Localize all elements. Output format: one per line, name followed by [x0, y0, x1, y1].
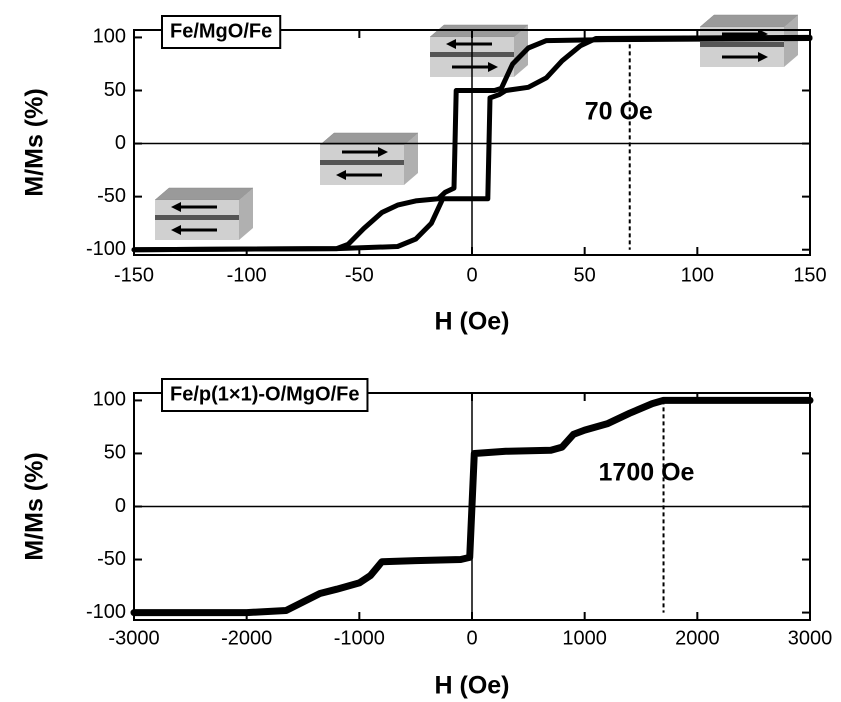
- y-tick-label: 100: [93, 26, 126, 48]
- legend-label: Fe/MgO/Fe: [170, 20, 272, 42]
- y-tick-label: 50: [104, 79, 126, 101]
- y-tick-label: 0: [115, 495, 126, 517]
- x-tick-label: -150: [114, 264, 154, 286]
- y-axis-label: M/Ms (%): [21, 88, 49, 196]
- x-tick-label: 50: [574, 264, 596, 286]
- y-tick-label: -50: [97, 548, 126, 570]
- spin-arrow-head: [446, 39, 456, 49]
- annotation: 70 Oe: [585, 98, 653, 126]
- y-tick-label: -100: [86, 601, 126, 623]
- spin-arrow-head: [336, 170, 346, 180]
- y-tick-label: -50: [97, 185, 126, 207]
- x-tick-label: 1000: [562, 627, 607, 649]
- layer-barrier: [320, 160, 404, 165]
- x-tick-label: 0: [466, 264, 477, 286]
- y-tick-label: 50: [104, 442, 126, 464]
- layer-side: [404, 133, 418, 185]
- annotation: 1700 Oe: [599, 459, 695, 487]
- data-line: [131, 36, 813, 253]
- spin-arrow-head: [171, 202, 181, 212]
- layer-top: [154, 187, 254, 201]
- x-tick-label: -3000: [108, 627, 159, 649]
- x-axis-label: H (Oe): [435, 308, 510, 336]
- legend-box: [161, 15, 282, 49]
- spin-arrow-head: [758, 52, 768, 62]
- layer-barrier: [700, 42, 784, 47]
- spin-arrow-head: [171, 225, 181, 235]
- x-tick-label: -2000: [221, 627, 272, 649]
- y-tick-label: -100: [86, 238, 126, 260]
- legend-label: Fe/p(1×1)-O/MgO/Fe: [170, 383, 359, 405]
- x-tick-label: 150: [793, 264, 826, 286]
- spin-arrow-head: [488, 62, 498, 72]
- data-line: [130, 396, 814, 617]
- x-tick-label: -100: [227, 264, 267, 286]
- x-tick-label: 0: [466, 627, 477, 649]
- x-tick-label: 2000: [675, 627, 720, 649]
- layer-barrier: [155, 215, 239, 220]
- legend-box: [161, 378, 369, 412]
- y-tick-label: 100: [93, 389, 126, 411]
- data-line: [131, 34, 813, 253]
- layer-side: [514, 25, 528, 77]
- layer-top: [699, 14, 799, 28]
- y-axis-label: M/Ms (%): [21, 452, 49, 560]
- y-tick-label: 0: [115, 132, 126, 154]
- x-tick-label: 3000: [788, 627, 833, 649]
- layer-icon: [429, 24, 529, 77]
- layer-icon: [319, 132, 419, 185]
- x-tick-label: -1000: [334, 627, 385, 649]
- x-axis-label: H (Oe): [435, 672, 510, 700]
- x-tick-label: 100: [681, 264, 714, 286]
- spin-arrow-head: [378, 147, 388, 157]
- x-tick-label: -50: [345, 264, 374, 286]
- layer-side: [239, 188, 253, 240]
- layer-icon: [154, 187, 254, 240]
